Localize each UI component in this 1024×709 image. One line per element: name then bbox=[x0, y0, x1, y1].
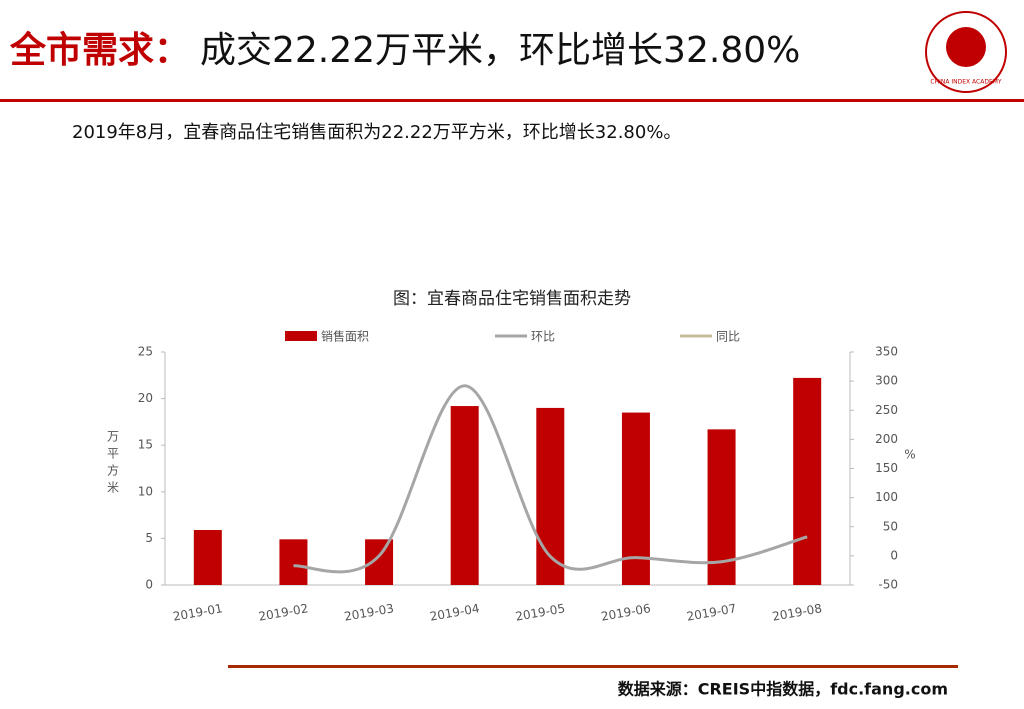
legend-label: 环比 bbox=[531, 330, 555, 344]
y-axis-label: 万 bbox=[107, 430, 119, 444]
legend-label: 同比 bbox=[716, 330, 740, 344]
y-tick-label: 0 bbox=[145, 578, 153, 592]
y2-tick-label: 250 bbox=[875, 403, 898, 417]
x-tick-label: 2019-04 bbox=[429, 601, 481, 623]
x-tick-label: 2019-01 bbox=[172, 601, 224, 623]
source: 数据来源：CREIS中指数据，fdc.fang.com bbox=[618, 680, 948, 699]
y2-tick-label: 100 bbox=[875, 490, 898, 504]
logo-text: CHINA INDEX ACADEMY bbox=[930, 79, 1002, 86]
title-rule bbox=[0, 99, 1024, 102]
y2-axis-label: % bbox=[904, 448, 915, 462]
x-tick-label: 2019-02 bbox=[257, 601, 309, 623]
title: 成交22.22万平米，环比增长32.80% bbox=[200, 30, 800, 71]
summary: 2019年8月，宜春商品住宅销售面积为22.22万平方米，环比增长32.80%。 bbox=[72, 122, 681, 143]
y2-tick-label: 0 bbox=[890, 548, 898, 562]
title-highlight: 全市需求： bbox=[9, 29, 190, 71]
y2-tick-label: 200 bbox=[875, 432, 898, 446]
legend-label: 销售面积 bbox=[321, 329, 369, 344]
y2-tick-label: 300 bbox=[875, 374, 898, 388]
chart-title: 图：宜春商品住宅销售面积走势 bbox=[393, 289, 631, 309]
y-tick-label: 10 bbox=[138, 484, 153, 498]
y2-tick-label: 50 bbox=[883, 519, 898, 533]
logo bbox=[925, 11, 1007, 93]
x-tick-label: 2019-06 bbox=[600, 601, 652, 623]
logo-core bbox=[946, 27, 986, 67]
x-tick-label: 2019-08 bbox=[771, 601, 823, 623]
x-tick-label: 2019-07 bbox=[686, 601, 738, 623]
bar bbox=[193, 530, 222, 585]
bar bbox=[279, 539, 308, 585]
x-tick-label: 2019-05 bbox=[514, 601, 566, 623]
y-axis-label: 米 bbox=[107, 481, 119, 495]
y-axis-label: 平 bbox=[107, 447, 119, 461]
y-tick-label: 25 bbox=[138, 345, 153, 359]
bar bbox=[793, 377, 822, 585]
y-tick-label: 20 bbox=[138, 391, 153, 405]
line bbox=[293, 384, 808, 574]
y-tick-label: 15 bbox=[138, 438, 153, 452]
bar bbox=[450, 406, 479, 585]
y2-tick-label: 150 bbox=[875, 461, 898, 475]
y2-tick-label: -50 bbox=[878, 578, 898, 592]
y2-tick-label: 350 bbox=[875, 345, 898, 359]
legend-swatch bbox=[285, 331, 317, 341]
x-tick-label: 2019-03 bbox=[343, 601, 395, 623]
y-axis-label: 方 bbox=[107, 463, 119, 478]
y-tick-label: 5 bbox=[145, 531, 153, 545]
footer-rule bbox=[228, 665, 958, 668]
